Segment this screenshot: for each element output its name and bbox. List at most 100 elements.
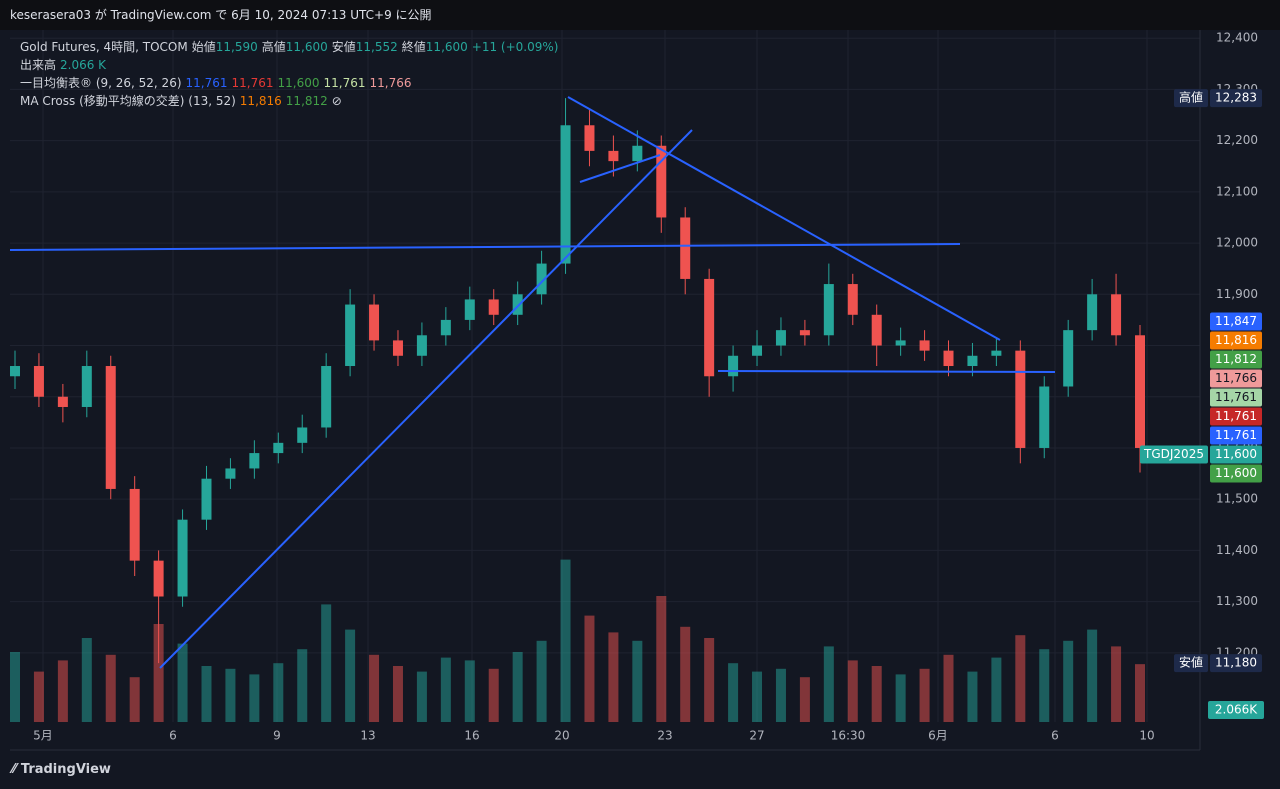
drawings bbox=[9, 96, 1056, 669]
trend-line bbox=[9, 243, 961, 251]
volume-label-text: 2.066K bbox=[1215, 703, 1258, 717]
price-label-text: 11,812 bbox=[1215, 352, 1257, 366]
ohlc-value: 11,552 bbox=[355, 40, 398, 54]
price-label-text: 11,766 bbox=[1215, 371, 1257, 385]
ohlc-value: 11,600 bbox=[285, 40, 328, 54]
legend-row: 出来高 2.066 K bbox=[20, 56, 562, 74]
candle-body bbox=[584, 125, 595, 151]
ohlc-name: 終値 bbox=[401, 40, 426, 54]
volume-bar bbox=[775, 668, 786, 722]
x-tick-label: 23 bbox=[657, 729, 672, 743]
price-label bbox=[1210, 464, 1262, 483]
price-label-text: 11,816 bbox=[1215, 333, 1257, 347]
x-tick-label: 16 bbox=[464, 729, 479, 743]
x-tick-label: 16:30 bbox=[831, 729, 866, 743]
volume-bar bbox=[464, 660, 475, 722]
volume-bar bbox=[704, 638, 715, 722]
price-tag bbox=[1174, 89, 1208, 108]
candle-body bbox=[775, 330, 786, 346]
volume-bar bbox=[608, 632, 619, 722]
legend-row: 一目均衡表® (9, 26, 52, 26) 11,761 11,761 11,600… bbox=[20, 74, 562, 92]
candle-body bbox=[536, 263, 547, 295]
volume-bar bbox=[680, 626, 691, 722]
candle-body bbox=[1087, 294, 1098, 331]
candle-body bbox=[991, 350, 1002, 356]
volume-bar bbox=[823, 646, 834, 722]
volume-bar bbox=[560, 559, 571, 722]
ichimoku-value: 11,600 bbox=[277, 76, 320, 90]
legend: Gold Futures, 4時間, TOCOM 始値11,590 高値11,600… bbox=[20, 38, 562, 110]
candle-body bbox=[369, 304, 380, 341]
volume-bar bbox=[57, 660, 68, 722]
candle-body bbox=[392, 340, 403, 356]
candle-body bbox=[967, 355, 978, 367]
candle-body bbox=[728, 355, 739, 377]
x-tick-label: 27 bbox=[749, 729, 764, 743]
y-tick-label: 11,900 bbox=[1216, 287, 1258, 301]
candle-body bbox=[225, 468, 236, 479]
volume-bar bbox=[1063, 640, 1074, 722]
ichimoku-value: 11,766 bbox=[369, 76, 412, 90]
trend-line bbox=[159, 129, 693, 669]
volume-bar bbox=[1087, 629, 1098, 722]
x-tick-label: 20 bbox=[554, 729, 569, 743]
trend-line bbox=[567, 96, 1001, 341]
candle-body bbox=[823, 284, 834, 336]
candle-body bbox=[752, 345, 763, 356]
volume-bar bbox=[1135, 664, 1145, 722]
volume-label bbox=[1208, 701, 1264, 719]
candle-body bbox=[10, 366, 20, 377]
volume-bar bbox=[177, 643, 188, 722]
candle-body bbox=[321, 366, 332, 428]
ma-value: 11,816 bbox=[239, 94, 282, 108]
price-label bbox=[1210, 331, 1262, 350]
volume-bar bbox=[919, 668, 930, 722]
candle-body bbox=[680, 217, 691, 279]
volume-bar bbox=[967, 671, 978, 722]
price-label-text: 11,761 bbox=[1215, 409, 1257, 423]
candle-body bbox=[297, 427, 308, 443]
y-tick-label: 12,400 bbox=[1216, 31, 1258, 45]
candle-body bbox=[512, 294, 523, 315]
candle-body bbox=[608, 150, 619, 162]
volume-value: 2.066 K bbox=[60, 58, 107, 72]
y-tick-label: 12,000 bbox=[1216, 236, 1258, 250]
candle-body bbox=[201, 478, 212, 520]
volume-bar bbox=[273, 663, 284, 722]
candle-body bbox=[799, 330, 810, 336]
price-label bbox=[1210, 445, 1262, 464]
symbol: Gold Futures, 4時間, TOCOM bbox=[20, 40, 188, 54]
ma-name: MA Cross (移動平均線の交差) (13, 52) bbox=[20, 94, 236, 108]
price-label bbox=[1210, 369, 1262, 388]
price-label-text: 11,761 bbox=[1215, 390, 1257, 404]
candle-body bbox=[33, 366, 44, 397]
candle-body bbox=[177, 519, 188, 597]
volume-bar bbox=[488, 668, 499, 722]
candle-body bbox=[129, 488, 140, 561]
footer-text: TradingView bbox=[20, 762, 111, 777]
ichimoku-value: 11,761 bbox=[185, 76, 228, 90]
volume-bar bbox=[201, 666, 212, 722]
price-tag-text: TGDJ2025 bbox=[1143, 447, 1204, 461]
candle-body bbox=[105, 366, 116, 489]
volume-bar bbox=[392, 666, 403, 722]
ohlc-name: 安値 bbox=[331, 40, 356, 54]
trend-line bbox=[579, 154, 661, 183]
candle-body bbox=[632, 145, 643, 162]
ohlc-name: 高値 bbox=[261, 40, 286, 54]
price-label bbox=[1210, 426, 1262, 445]
legend-row: Gold Futures, 4時間, TOCOM 始値11,590 高値11,600… bbox=[20, 38, 562, 56]
x-tick-label: 9 bbox=[273, 729, 281, 743]
volume-bar bbox=[33, 671, 44, 722]
candle-body bbox=[919, 340, 930, 351]
volume-bar bbox=[105, 654, 116, 722]
candle-body bbox=[273, 442, 284, 454]
volume-bar bbox=[225, 668, 236, 722]
candle-body bbox=[871, 314, 882, 346]
volume-bar bbox=[991, 657, 1002, 722]
x-tick-label: 5月 bbox=[33, 729, 53, 743]
y-tick-label: 11,300 bbox=[1216, 594, 1258, 608]
volume-bar bbox=[512, 652, 523, 722]
price-tag-text: 高値 bbox=[1179, 90, 1203, 105]
